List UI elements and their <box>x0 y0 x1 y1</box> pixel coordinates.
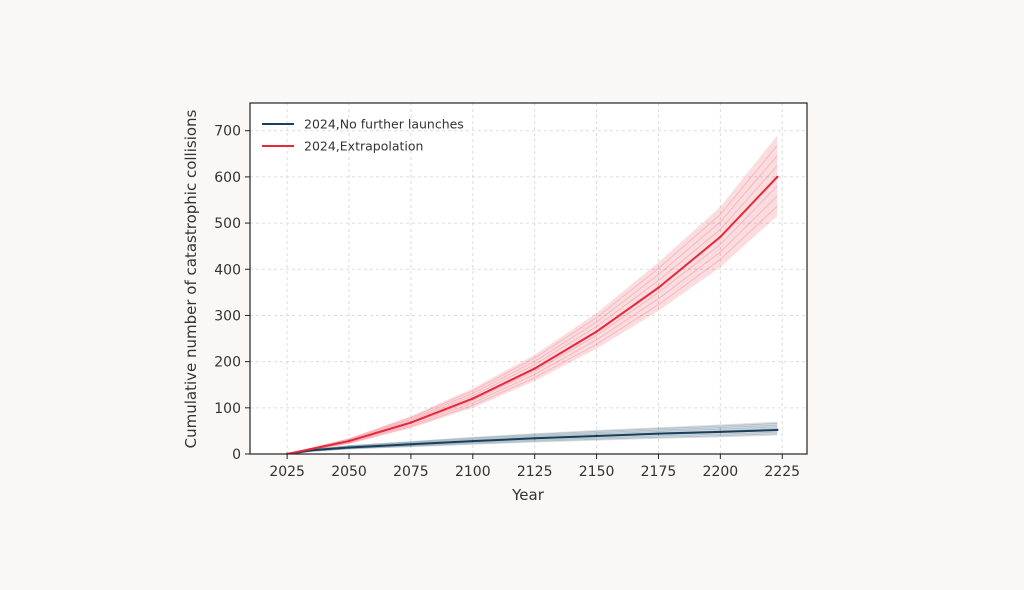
series-1-run <box>287 205 778 454</box>
plot-background <box>250 103 807 454</box>
legend-label: 2024,No further launches <box>304 117 464 132</box>
x-tick-label: 2075 <box>393 464 429 480</box>
series-0-point <box>347 446 351 449</box>
x-tick-label: 2050 <box>331 464 367 480</box>
series-0-point <box>409 443 413 446</box>
y-tick-label: 300 <box>214 308 241 324</box>
y-tick-label: 700 <box>214 124 241 140</box>
x-tick-label: 2025 <box>269 464 305 480</box>
x-tick-label: 2150 <box>579 464 615 480</box>
series-0-point <box>719 430 722 434</box>
x-axis: 2025 2050 2075 2100 2125 2150 2175 2200 2225 <box>269 454 800 480</box>
x-tick-label: 2175 <box>641 464 677 480</box>
series-1-point <box>657 286 660 289</box>
x-axis-label: Year <box>511 486 545 504</box>
y-axis: 0 100 200 300 400 500 600 700 <box>214 124 250 463</box>
series-1-run <box>287 165 778 454</box>
series-1-run <box>287 155 778 454</box>
y-tick-label: 200 <box>214 355 241 371</box>
grid <box>250 103 807 455</box>
legend: 2024,No further launches 2024,Extrapolati… <box>262 117 464 154</box>
series-0-point <box>471 439 474 443</box>
y-axis-label: Cumulative number of catastrophic collis… <box>182 109 200 448</box>
series-0-point <box>776 428 779 432</box>
series-1-point <box>595 330 598 333</box>
y-tick-label: 400 <box>214 262 241 278</box>
series-1-point <box>533 367 536 370</box>
x-tick-label: 2200 <box>703 464 739 480</box>
series-1-run <box>287 145 778 454</box>
series-1-point <box>347 439 351 443</box>
series-0-point <box>595 434 598 438</box>
x-tick-label: 2100 <box>455 464 491 480</box>
series-1-point <box>719 235 722 239</box>
series-1-point <box>776 175 779 179</box>
plot-frame <box>249 102 808 455</box>
series-1-run <box>287 195 778 454</box>
x-tick-label: 2225 <box>764 464 800 480</box>
series-1-point <box>471 397 474 400</box>
y-tick-label: 600 <box>214 170 241 186</box>
y-tick-label: 0 <box>232 447 241 463</box>
series-1-point <box>409 421 413 424</box>
y-tick-label: 500 <box>214 216 241 232</box>
y-tick-label: 100 <box>214 401 241 417</box>
legend-label: 2024,Extrapolation <box>304 139 423 154</box>
series-1-band <box>287 135 778 454</box>
x-tick-label: 2125 <box>517 464 553 480</box>
series-0-point <box>533 437 536 440</box>
series-0-point <box>657 432 660 435</box>
series-lines <box>285 175 779 454</box>
